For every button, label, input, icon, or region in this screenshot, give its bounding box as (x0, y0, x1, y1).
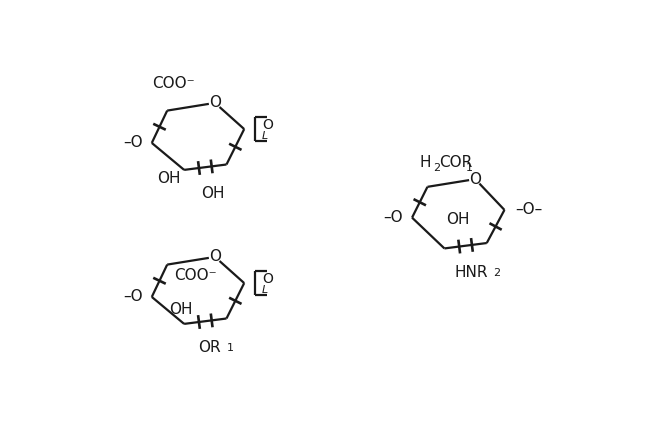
Text: L: L (262, 285, 268, 295)
Text: –O: –O (383, 210, 403, 225)
Text: O: O (469, 171, 481, 187)
Text: OR: OR (199, 340, 221, 355)
Text: 2: 2 (433, 163, 440, 173)
Text: OH: OH (201, 186, 225, 201)
Text: 2: 2 (493, 268, 500, 278)
Text: 1: 1 (227, 343, 234, 353)
Text: OH: OH (446, 212, 470, 227)
Text: HNR: HNR (455, 265, 488, 279)
Text: –O–: –O– (515, 202, 542, 217)
Text: COO⁻: COO⁻ (152, 76, 195, 91)
Text: OH: OH (169, 302, 192, 317)
Text: O: O (262, 118, 273, 132)
Text: COO⁻: COO⁻ (175, 268, 217, 283)
Text: 1: 1 (466, 163, 473, 173)
Text: O: O (209, 250, 221, 264)
Text: O: O (209, 95, 221, 110)
Text: –O: –O (123, 289, 142, 304)
Text: COR: COR (439, 155, 472, 170)
Text: H: H (420, 155, 432, 170)
Text: O: O (262, 272, 273, 286)
Text: L: L (262, 131, 268, 141)
Text: –O: –O (123, 135, 142, 151)
Text: OH: OH (158, 171, 181, 187)
